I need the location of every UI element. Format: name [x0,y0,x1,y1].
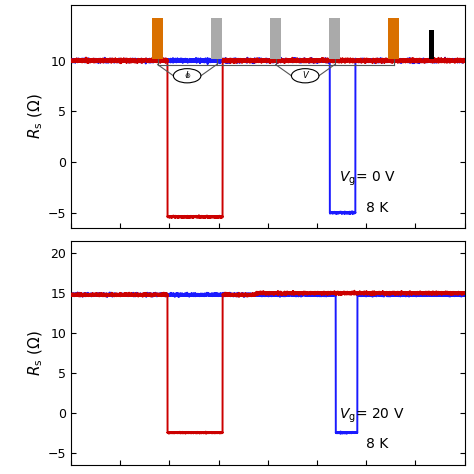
FancyBboxPatch shape [270,18,281,58]
Text: $V_\mathrm{g}$= 0 V: $V_\mathrm{g}$= 0 V [338,170,395,188]
Text: $\circledcirc$: $\circledcirc$ [183,71,191,80]
Text: $V_\mathrm{g}$= 20 V: $V_\mathrm{g}$= 20 V [338,406,404,425]
Y-axis label: $R_\mathrm{s}$ ($\Omega$): $R_\mathrm{s}$ ($\Omega$) [27,330,45,376]
FancyBboxPatch shape [211,18,222,58]
Text: V: V [302,71,308,80]
Text: I: I [186,71,188,80]
Y-axis label: $R_\mathrm{s}$ ($\Omega$): $R_\mathrm{s}$ ($\Omega$) [27,93,45,139]
Text: 8 K: 8 K [366,201,388,215]
FancyBboxPatch shape [388,18,399,58]
FancyBboxPatch shape [329,18,340,58]
FancyBboxPatch shape [429,30,434,58]
Text: 8 K: 8 K [366,438,388,451]
FancyBboxPatch shape [152,18,163,58]
